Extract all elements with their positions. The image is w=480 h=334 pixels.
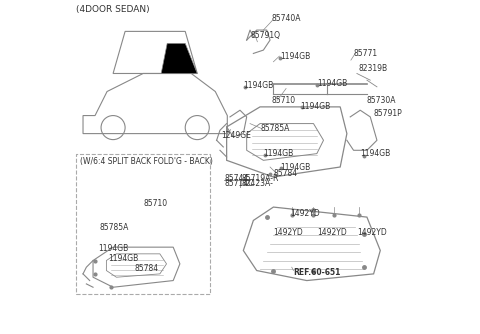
Text: 1194GB: 1194GB (360, 149, 391, 158)
Text: 1194GB: 1194GB (280, 52, 311, 61)
Text: 85740A: 85740A (272, 14, 301, 23)
Text: 85730A: 85730A (367, 96, 396, 105)
Text: 1492YD: 1492YD (274, 228, 303, 236)
Text: 1492YD: 1492YD (290, 209, 320, 218)
Text: 85791Q: 85791Q (250, 31, 280, 39)
Text: 85771: 85771 (354, 49, 378, 58)
Text: 1492YD: 1492YD (317, 228, 347, 236)
Text: REF.60-651: REF.60-651 (293, 268, 340, 277)
Text: 85719A-R: 85719A-R (241, 174, 279, 183)
Text: 1194GB: 1194GB (98, 244, 128, 253)
Text: 85710: 85710 (272, 96, 296, 105)
Text: (W/6:4 SPLIT BACK FOLD'G - BACK): (W/6:4 SPLIT BACK FOLD'G - BACK) (80, 157, 213, 166)
Polygon shape (161, 43, 197, 73)
Text: 1194GB: 1194GB (264, 149, 294, 158)
Text: (4DOOR SEDAN): (4DOOR SEDAN) (76, 5, 150, 14)
Text: 85744: 85744 (225, 174, 249, 183)
Text: 1194GB: 1194GB (300, 103, 330, 111)
Text: 85784: 85784 (135, 265, 159, 273)
Text: 85784: 85784 (274, 169, 298, 178)
Text: 82319B: 82319B (359, 64, 388, 73)
Text: 85785A: 85785A (100, 223, 129, 231)
Text: 85710: 85710 (143, 199, 167, 208)
Text: 85785A: 85785A (260, 124, 289, 133)
Text: 1249GE: 1249GE (222, 131, 252, 140)
Text: 1194GB: 1194GB (280, 163, 311, 171)
Text: 1194GB: 1194GB (317, 79, 347, 88)
Text: 1194GB: 1194GB (108, 255, 138, 263)
Text: 82423A-: 82423A- (241, 179, 274, 188)
Text: 1492YD: 1492YD (357, 228, 387, 236)
Text: 85714C: 85714C (225, 179, 254, 188)
Text: 85791P: 85791P (373, 109, 402, 118)
Text: 1194GB: 1194GB (243, 81, 274, 90)
